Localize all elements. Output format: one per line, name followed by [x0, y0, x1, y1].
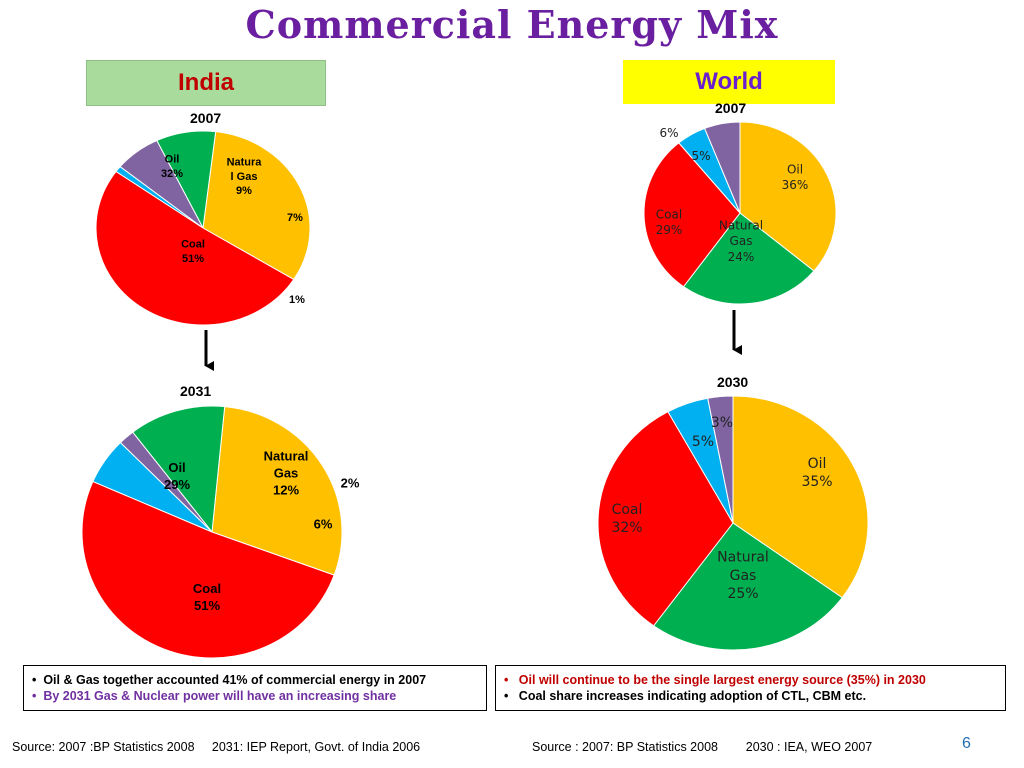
- pie-label-segment-2: 7%: [287, 212, 303, 224]
- pie-label-natural-gas: Natural Gas 24%: [719, 219, 763, 264]
- world-note-2: • Coal share increases indicating adopti…: [504, 689, 867, 703]
- pie-label-segment-3: 5%: [691, 149, 710, 163]
- world-note-1: • Oil will continue to be the single lar…: [504, 673, 926, 687]
- pie-slice-oil: [202, 131, 311, 281]
- pie-label-oil: Oil 29%: [164, 460, 190, 492]
- pie-slice-coal: [643, 142, 741, 288]
- slide-title: Commercial Energy Mix: [245, 2, 779, 47]
- pie-label-segment-3: 5%: [692, 434, 714, 450]
- pie-slice-coal: [597, 411, 734, 627]
- world-2007-title: 2007: [715, 100, 747, 116]
- india-note-2: • By 2031 Gas & Nuclear power will have …: [32, 689, 397, 703]
- pie-slice-oil: [739, 121, 837, 272]
- india-2007-title: 2007: [190, 110, 222, 126]
- pie-label-segment-4: 3%: [711, 415, 733, 431]
- pie-slice-natural-gas: [652, 522, 843, 651]
- pie-label-coal: Coal 29%: [656, 207, 683, 237]
- pie-label-coal: Coal 51%: [181, 239, 205, 265]
- pie-slice-natural-gas: [131, 405, 226, 534]
- india-header: India: [86, 60, 326, 106]
- pie-label-coal: Coal 51%: [193, 581, 221, 613]
- world-notes-box: • Oil will continue to be the single lar…: [495, 665, 1006, 711]
- india-notes-box: • Oil & Gas together accounted 41% of co…: [23, 665, 487, 711]
- world-header: World: [623, 60, 835, 104]
- pie-slice-coal: [81, 480, 335, 659]
- pie-slice-oil: [211, 406, 343, 576]
- pie-slice-segment-4: [703, 121, 741, 214]
- pie-label-oil: Oil 35%: [801, 456, 832, 490]
- page-number: 6: [962, 735, 971, 752]
- pie-label-natura-l-gas: Natura l Gas 9%: [227, 157, 263, 198]
- pie-india-2031: Oil 29% Natural Gas 12% 2% 6% Coal 51%: [81, 405, 360, 659]
- pie-label-natural-gas: Natural Gas 12%: [264, 449, 309, 498]
- pie-label-segment-2: 2%: [341, 476, 360, 491]
- pie-label-natural-gas: Natural Gas 25%: [717, 550, 769, 602]
- india-note-1: • Oil & Gas together accounted 41% of co…: [32, 673, 427, 687]
- pie-slice-coal: [95, 170, 295, 326]
- india-source: Source: 2007 :BP Statistics 2008 2031: I…: [12, 740, 421, 754]
- pie-label-oil: Oil 32%: [161, 154, 183, 180]
- pie-slice-oil: [732, 395, 869, 599]
- pie-label-segment-3: 6%: [314, 517, 333, 532]
- india-2031-title: 2031: [180, 383, 212, 399]
- world-2030-title: 2030: [717, 374, 749, 390]
- pie-label-segment-4: 6%: [659, 126, 678, 140]
- pie-world-2030: Oil 35% Natural Gas 25% Coal 32% 5% 3%: [597, 395, 869, 651]
- pie-india-2007: Oil 32% Natura l Gas 9% 7% 1% Coal 51%: [95, 130, 311, 326]
- pie-label-coal: Coal 32%: [611, 502, 642, 536]
- pie-slice-segment-4: [707, 395, 734, 524]
- pie-label-oil: Oil 36%: [782, 162, 809, 192]
- pie-slice-natural-gas: [682, 212, 815, 305]
- world-source: Source : 2007: BP Statistics 2008 2030 :…: [532, 740, 873, 754]
- pie-world-2007: Oil 36% Natural Gas 24% Coal 29% 5% 6%: [643, 121, 837, 305]
- pie-label-segment-3: 1%: [289, 294, 305, 306]
